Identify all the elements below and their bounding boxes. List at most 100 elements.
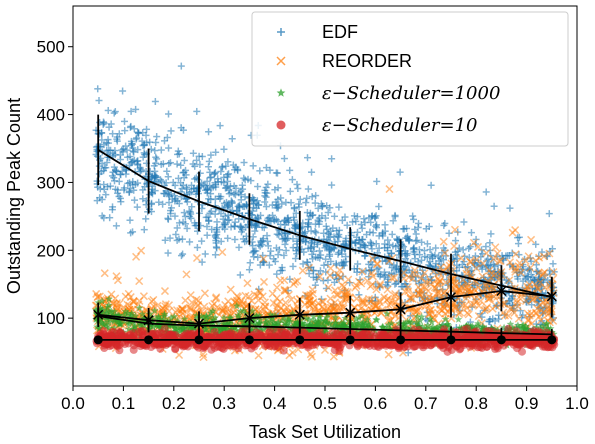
data-point: [140, 141, 148, 149]
data-point: [163, 167, 171, 175]
x-tick-label: 0.9: [515, 394, 539, 413]
data-point: [343, 221, 351, 229]
data-point: [281, 216, 289, 224]
legend-label: ε−Scheduler=10: [322, 115, 478, 136]
data-point: [135, 129, 143, 137]
data-point: [98, 136, 106, 144]
data-point: [288, 176, 296, 184]
data-point: [515, 233, 523, 241]
data-point: [365, 214, 373, 222]
data-point: [111, 166, 119, 174]
data-point: [387, 274, 396, 283]
data-point: [384, 236, 392, 244]
data-point: [490, 202, 498, 210]
data-point: [286, 166, 294, 174]
data-point: [328, 155, 336, 163]
data-point: [393, 262, 401, 270]
data-point: [96, 143, 104, 151]
data-point: [226, 285, 235, 294]
data-point: [330, 245, 338, 253]
data-point: [180, 156, 188, 164]
data-point: [384, 350, 393, 359]
data-point: [402, 234, 410, 242]
data-point: [191, 219, 199, 227]
y-tick-label: 500: [37, 38, 65, 57]
data-point: [268, 201, 276, 209]
data-point: [376, 280, 385, 289]
data-point: [164, 188, 172, 196]
data-point: [118, 146, 126, 154]
y-tick-label: 100: [37, 309, 65, 328]
data-point: [218, 248, 227, 257]
data-point: [125, 188, 133, 196]
data-point: [268, 289, 277, 298]
data-point: [451, 302, 460, 311]
data-point: [309, 255, 317, 263]
data-point: [292, 255, 300, 263]
mean-marker: [194, 335, 204, 345]
data-point: [224, 177, 232, 185]
data-point: [108, 206, 116, 214]
data-point: [171, 212, 179, 220]
data-point: [265, 261, 273, 269]
data-point: [455, 345, 464, 354]
mean-marker: [496, 335, 506, 345]
data-point: [514, 314, 523, 323]
data-point: [326, 294, 335, 303]
data-point: [155, 198, 163, 206]
data-point: [474, 301, 483, 310]
data-point: [95, 97, 103, 105]
data-point: [549, 260, 557, 268]
data-point: [208, 225, 216, 233]
data-point: [317, 251, 325, 259]
mean-marker: [244, 335, 254, 345]
data-point: [452, 237, 460, 245]
data-point: [224, 234, 232, 242]
data-point: [445, 261, 454, 270]
data-point: [372, 240, 380, 248]
data-point: [211, 210, 219, 218]
data-point: [467, 229, 475, 237]
data-point: [424, 292, 434, 301]
x-tick-label: 0.1: [112, 394, 136, 413]
data-point: [179, 250, 187, 258]
data-point: [274, 202, 282, 210]
data-point: [526, 263, 535, 272]
data-point: [110, 109, 118, 117]
data-point: [505, 276, 514, 285]
data-point: [482, 303, 492, 312]
data-point: [139, 186, 147, 194]
data-point: [518, 347, 527, 356]
data-point: [334, 232, 342, 240]
data-point: [126, 123, 134, 131]
data-point: [105, 146, 113, 154]
data-point: [491, 243, 500, 252]
data-point: [99, 118, 107, 126]
data-point: [171, 192, 179, 200]
data-point: [202, 213, 210, 221]
x-tick-label: 1.0: [565, 394, 589, 413]
data-point: [100, 214, 108, 222]
data-point: [177, 161, 185, 169]
data-point: [189, 149, 197, 157]
data-point: [166, 159, 174, 167]
data-point: [257, 237, 265, 245]
data-point: [458, 301, 467, 310]
data-point: [203, 231, 211, 239]
data-point: [391, 211, 399, 219]
data-point: [292, 209, 300, 217]
data-point: [414, 325, 423, 334]
data-point: [281, 286, 291, 295]
data-point: [414, 258, 422, 266]
data-point: [280, 234, 288, 242]
data-point: [151, 147, 159, 155]
data-point: [193, 156, 201, 164]
data-point: [154, 340, 163, 349]
mean-marker: [345, 335, 355, 345]
data-point: [107, 120, 115, 128]
data-point: [266, 166, 274, 174]
data-point: [213, 218, 221, 226]
data-point: [306, 212, 314, 220]
data-point: [150, 171, 158, 179]
